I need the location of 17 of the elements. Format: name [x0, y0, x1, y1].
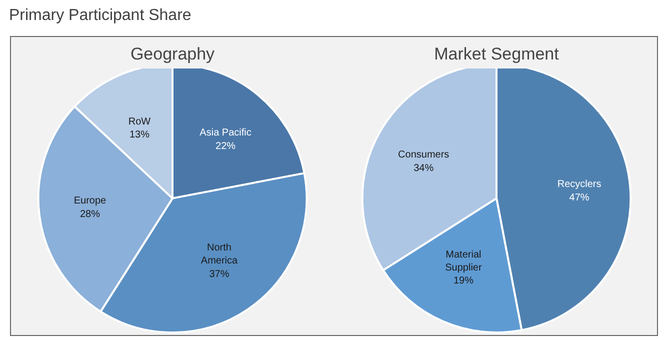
data-label: 13% — [129, 130, 150, 141]
chart-title: Geography — [130, 44, 216, 64]
text: Primary Participant Share — [9, 6, 192, 26]
slice-label: Asia Pacific — [200, 128, 252, 139]
data-label: 47% — [569, 192, 590, 204]
data-label: 22% — [216, 140, 236, 152]
slice-label: Material Supplier — [445, 249, 482, 274]
slice-label: Consumers — [398, 150, 450, 161]
slice-label: Recyclers — [557, 179, 602, 190]
data-label: 34% — [414, 162, 434, 174]
data-label: 19% — [453, 276, 474, 287]
data-label: 37% — [209, 268, 230, 280]
slice-label: Europe — [74, 196, 107, 207]
chart-title: Market Segment — [434, 44, 560, 64]
slice-label: RoW — [128, 116, 152, 128]
slice-label: North America — [200, 242, 238, 267]
data-label: 28% — [80, 208, 100, 220]
